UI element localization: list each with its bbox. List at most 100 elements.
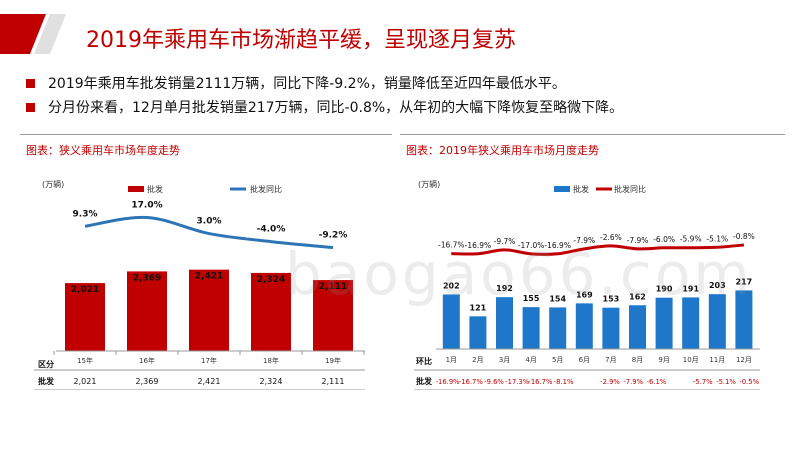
category-label: 4月: [525, 356, 536, 364]
yoy-value-label: 17.0%: [131, 200, 162, 210]
category-label: 8月: [632, 356, 643, 364]
bar: [496, 297, 513, 349]
legend-bar-label: 批发: [573, 184, 589, 194]
bar: [189, 269, 229, 351]
table-row-label: 批发: [416, 376, 433, 386]
bar: [735, 290, 753, 349]
bar: [127, 271, 167, 351]
bullet-text: 2019年乘用车批发销量2111万辆，同比下降-9.2%，销量降低至近四年最低水…: [48, 76, 566, 92]
bar-value-label: 2,324: [257, 275, 285, 285]
category-label: 17年: [201, 356, 217, 365]
yoy-value-label: -9.7%: [494, 237, 516, 246]
bar-value-label: 2,021: [71, 285, 99, 295]
monthly-chart: (万辆) 批发 批发同比 202 121 192 155 154 169 153 162 190 191…: [414, 179, 760, 390]
yoy-line: [84, 215, 334, 250]
title-bar: 2019年乘用车市场渐趋平缓，呈现逐月复苏: [0, 0, 800, 70]
yoy-value-label: -7.9%: [573, 236, 595, 245]
category-label: 10月: [683, 356, 699, 364]
table-cell: -9.6%: [484, 378, 504, 386]
bar-value-label: 162: [629, 292, 646, 301]
category-label: 11月: [709, 356, 725, 364]
category-label: 7月: [605, 356, 616, 364]
table-cell: -6.1%: [647, 378, 667, 386]
annual-chart-title: 图表：狭义乘用车市场年度走势: [26, 144, 180, 157]
category-label: 16年: [139, 356, 155, 365]
yoy-value-label: -5.1%: [706, 234, 728, 243]
bar: [602, 307, 620, 349]
category-label: 3月: [499, 356, 510, 364]
bar: [522, 307, 540, 349]
table-cell: -7.9%: [623, 378, 643, 386]
table-cell: 2,421: [198, 377, 221, 386]
bar-value-label: 2,111: [319, 282, 347, 292]
table-row-label: 批发: [38, 376, 55, 386]
yoy-value-label: -5.9%: [680, 235, 702, 244]
panel-divider: [400, 134, 785, 135]
bar-value-label: 202: [443, 281, 460, 290]
summary-bullets: 2019年乘用车批发销量2111万辆，同比下降-9.2%，销量降低至近四年最低水…: [22, 74, 792, 122]
table-cell: -16.9%: [436, 378, 461, 386]
category-label: 5月: [552, 356, 563, 364]
bar: [575, 303, 593, 349]
bar: [655, 297, 673, 349]
category-label: 12月: [736, 356, 752, 364]
yoy-value-label: -0.8%: [733, 232, 755, 241]
annual-unit-label: (万辆): [42, 179, 64, 189]
category-label: 1月: [446, 356, 457, 364]
legend-line-label: 批发同比: [614, 184, 646, 194]
monthly-chart-panel: 图表：2019年狭义乘用车市场月度走势 (万辆) 批发 批发同比 202 121 192 1…: [400, 134, 785, 390]
bar: [313, 280, 353, 351]
category-label: 15年: [77, 356, 93, 365]
bullet-square-icon: [26, 103, 35, 112]
bullet-text: 分月份来看，12月单月批发销量217万辆，同比-0.8%，从年初的大幅下降恢复至…: [48, 100, 624, 116]
bar: [469, 316, 487, 349]
table-cell: 2,021: [74, 377, 97, 386]
annual-chart: (万辆) 批发 批发同比 2,021 2,369 2,421 2,324 2,111 9.3% 1…: [34, 179, 365, 390]
bar: [65, 283, 105, 351]
yoy-value-label: -16.9%: [544, 241, 571, 250]
category-label: 6月: [579, 356, 590, 364]
yoy-value-label: -16.9%: [465, 241, 492, 250]
table-cell: 2,369: [136, 377, 159, 386]
bar: [708, 294, 726, 349]
bar-value-label: 2,421: [195, 272, 223, 282]
yoy-line: [451, 243, 745, 256]
table-cell: -16.7%: [528, 378, 553, 386]
monthly-chart-title: 图表：2019年狭义乘用车市场月度走势: [406, 144, 599, 157]
table-cell: 2,111: [322, 377, 345, 386]
category-label: 18年: [263, 356, 279, 365]
yoy-value-label: -7.9%: [627, 236, 649, 245]
watermark: baogao66.com: [285, 240, 753, 308]
table-cell: 2,324: [260, 377, 283, 386]
bar: [251, 272, 291, 351]
bullet-item: 2019年乘用车批发销量2111万辆，同比下降-9.2%，销量降低至近四年最低水…: [22, 74, 792, 98]
category-label: 9月: [658, 356, 669, 364]
category-label: 2月: [472, 356, 483, 364]
table-cell: -2.9%: [600, 378, 620, 386]
bar-value-label: 191: [682, 284, 699, 293]
table-header-label: 区分: [38, 359, 54, 369]
legend-bar-label: 批发: [147, 184, 163, 194]
bar: [442, 294, 460, 349]
table-cell: -16.7%: [459, 378, 484, 386]
yoy-value-label: -17.0%: [518, 241, 545, 250]
page-title: 2019年乘用车市场渐趋平缓，呈现逐月复苏: [86, 28, 516, 53]
bar-value-label: 217: [736, 277, 753, 286]
bar: [549, 307, 567, 349]
legend-bar-swatch: [128, 186, 144, 192]
table-cell: -8.1%: [554, 378, 574, 386]
bullet-square-icon: [26, 79, 35, 88]
annual-chart-panel: 图表：狭义乘用车市场年度走势 (万辆) 批发 批发同比 2,021 2,369 2,421…: [20, 134, 392, 390]
table-cell: -5.1%: [716, 378, 736, 386]
bar-value-label: 192: [496, 284, 513, 293]
bar: [682, 297, 700, 349]
yoy-value-label: -9.2%: [319, 231, 348, 241]
table-cell: -17.3%: [505, 378, 530, 386]
bar-value-label: 153: [603, 295, 620, 304]
bar-value-label: 2,369: [133, 273, 161, 283]
bar-value-label: 154: [549, 294, 566, 303]
yoy-value-label: -16.7%: [438, 241, 465, 250]
legend-line-label: 批发同比: [250, 184, 282, 194]
bar-value-label: 169: [576, 290, 593, 299]
table-cell: -5.7%: [693, 378, 713, 386]
